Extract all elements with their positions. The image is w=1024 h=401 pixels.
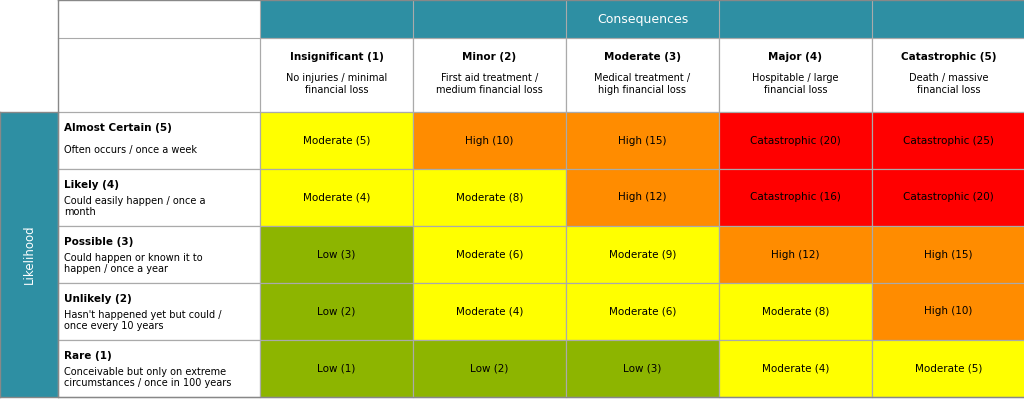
Bar (413, 340, 566, 397)
Text: First aid treatment /
medium financial loss: First aid treatment / medium financial l… (436, 73, 543, 95)
Bar (719, 38, 872, 112)
Text: Possible (3): Possible (3) (63, 237, 133, 247)
Bar (566, 226, 719, 283)
Text: Low (3): Low (3) (624, 363, 662, 373)
Bar (872, 38, 1024, 112)
Text: Moderate (4): Moderate (4) (303, 192, 371, 203)
Bar (260, 112, 413, 169)
Bar (413, 283, 566, 340)
Bar (413, 38, 566, 112)
Text: Moderate (3): Moderate (3) (604, 51, 681, 61)
Bar (260, 340, 413, 397)
Bar (260, 38, 413, 112)
Bar (872, 283, 1024, 340)
Text: Low (2): Low (2) (317, 306, 355, 316)
Text: Moderate (5): Moderate (5) (914, 363, 982, 373)
Bar (719, 169, 872, 226)
Bar (260, 169, 413, 226)
Bar (260, 283, 413, 340)
Text: Moderate (6): Moderate (6) (456, 249, 523, 259)
Text: Conceivable but only on extreme
circumstances / once in 100 years: Conceivable but only on extreme circumst… (63, 367, 231, 389)
Bar (58, 340, 260, 397)
Text: High (12): High (12) (771, 249, 820, 259)
Text: Insignificant (1): Insignificant (1) (290, 51, 383, 61)
Text: High (15): High (15) (618, 136, 667, 146)
Bar (413, 169, 566, 226)
Text: Could happen or known it to
happen / once a year: Could happen or known it to happen / onc… (63, 253, 203, 274)
Bar (260, 226, 413, 283)
Bar (719, 340, 872, 397)
Bar (413, 112, 566, 169)
Text: Major (4): Major (4) (768, 51, 822, 61)
Bar (566, 112, 719, 169)
Text: Likelihood: Likelihood (23, 225, 36, 284)
Text: No injuries / minimal
financial loss: No injuries / minimal financial loss (286, 73, 387, 95)
Text: Often occurs / once a week: Often occurs / once a week (63, 145, 197, 155)
Text: Rare (1): Rare (1) (63, 351, 112, 361)
Bar (719, 226, 872, 283)
Text: Moderate (9): Moderate (9) (609, 249, 676, 259)
Text: Catastrophic (20): Catastrophic (20) (903, 192, 994, 203)
Text: High (12): High (12) (618, 192, 667, 203)
Text: Moderate (4): Moderate (4) (762, 363, 829, 373)
Text: High (10): High (10) (925, 306, 973, 316)
Text: Likely (4): Likely (4) (63, 180, 119, 190)
Text: Hospitable / large
financial loss: Hospitable / large financial loss (753, 73, 839, 95)
Bar (58, 112, 260, 169)
Text: Moderate (8): Moderate (8) (762, 306, 829, 316)
Text: Low (1): Low (1) (317, 363, 355, 373)
Bar (872, 226, 1024, 283)
Bar (58, 226, 260, 283)
Text: High (15): High (15) (925, 249, 973, 259)
Bar (58, 283, 260, 340)
Text: Almost Certain (5): Almost Certain (5) (63, 123, 172, 133)
Text: Medical treatment /
high financial loss: Medical treatment / high financial loss (595, 73, 690, 95)
Bar (0, 112, 58, 397)
Bar (872, 340, 1024, 397)
Bar (872, 169, 1024, 226)
Bar (566, 169, 719, 226)
Bar (58, 169, 260, 226)
Text: Could easily happen / once a
month: Could easily happen / once a month (63, 196, 206, 217)
Bar (413, 226, 566, 283)
Text: Moderate (6): Moderate (6) (609, 306, 676, 316)
Text: Catastrophic (16): Catastrophic (16) (750, 192, 841, 203)
Text: Minor (2): Minor (2) (463, 51, 516, 61)
Text: Low (2): Low (2) (470, 363, 509, 373)
Bar (719, 112, 872, 169)
Text: Unlikely (2): Unlikely (2) (63, 294, 132, 304)
Bar (872, 112, 1024, 169)
Text: Moderate (5): Moderate (5) (303, 136, 371, 146)
Text: Hasn't happened yet but could /
once every 10 years: Hasn't happened yet but could / once eve… (63, 310, 221, 331)
Text: Catastrophic (5): Catastrophic (5) (901, 51, 996, 61)
Text: Catastrophic (25): Catastrophic (25) (903, 136, 994, 146)
Text: High (10): High (10) (465, 136, 514, 146)
Bar (260, 0, 1024, 38)
Text: Death / massive
financial loss: Death / massive financial loss (908, 73, 988, 95)
Text: Low (3): Low (3) (317, 249, 355, 259)
Bar (566, 340, 719, 397)
Text: Moderate (8): Moderate (8) (456, 192, 523, 203)
Bar (566, 38, 719, 112)
Bar (566, 283, 719, 340)
Text: Catastrophic (20): Catastrophic (20) (751, 136, 841, 146)
Bar (719, 283, 872, 340)
Text: Moderate (4): Moderate (4) (456, 306, 523, 316)
Text: Consequences: Consequences (597, 12, 688, 26)
